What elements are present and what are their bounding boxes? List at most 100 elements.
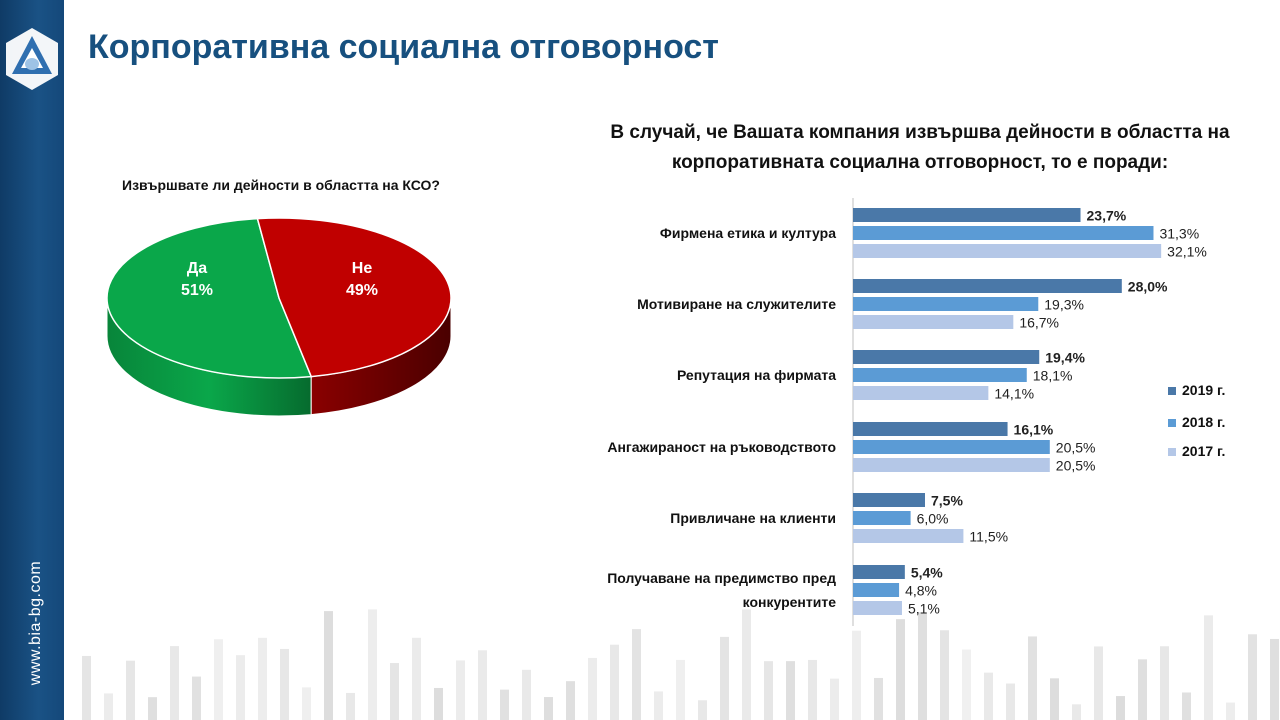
data-label-2019-cat-4: 7,5% [931,493,963,509]
decorative-bar [742,609,751,720]
bar-2018-cat-0 [853,226,1154,240]
decorative-bar [962,649,971,720]
legend-2018: 2018 г. [1168,412,1225,432]
data-label-2018-cat-5: 4,8% [905,583,937,599]
decorative-bar [346,692,355,720]
decorative-bar [808,659,817,720]
data-label-2019-cat-0: 23,7% [1087,208,1127,224]
bar-2019-cat-2 [853,350,1040,364]
decorative-bar [1138,659,1147,720]
legend-swatch-2019 [1168,387,1176,396]
legend-label-2019: 2019 г. [1182,382,1226,398]
decorative-bar [610,644,619,720]
sidebar: www.bia-bg.com [0,0,64,720]
decorative-bar [1226,702,1235,720]
decorative-bar [720,636,729,720]
decorative-bar [170,646,179,720]
pie-slice-label-no: Не 49% [345,260,379,299]
bar-2017-cat-5 [853,601,902,615]
decorative-bar [698,700,707,720]
decorative-bar [412,637,421,720]
bia-logo-icon [6,28,58,90]
decorative-bar [390,663,399,720]
legend-2017: 2017 г. [1168,441,1225,461]
decorative-bar [456,660,465,720]
decorative-bar [1182,692,1191,720]
decorative-bar [148,697,157,720]
decorative-bar [1072,704,1081,720]
decorative-bar [632,629,641,720]
decorative-bar [82,655,91,720]
pie-chart [106,217,452,417]
pie-slice-label-yes: Да 51% [180,260,214,299]
category-label-5: конкурентите [743,594,837,610]
data-label-2018-cat-2: 18,1% [1033,368,1073,384]
decorative-bar [544,697,553,720]
decorative-bar [940,630,949,720]
legend-label-2017: 2017 г. [1182,443,1226,459]
decorative-bar [500,689,509,720]
category-label-2: Репутация на фирмата [677,367,836,383]
data-label-2019-cat-3: 16,1% [1014,422,1054,438]
decorative-bar [214,639,223,720]
data-label-2017-cat-2: 14,1% [994,386,1034,402]
decorative-bar [280,648,289,720]
decorative-bar [984,672,993,720]
data-label-2017-cat-5: 5,1% [908,601,940,617]
bar-2019-cat-0 [853,208,1081,222]
data-label-2017-cat-0: 32,1% [1167,244,1207,260]
decorative-bar [302,687,311,720]
decorative-bar [236,655,245,720]
decorative-bar [566,681,575,720]
decorative-bar [126,660,135,720]
bar-2019-cat-4 [853,493,925,507]
bar-2018-cat-1 [853,297,1039,311]
decorative-bar [192,676,201,720]
decorative-bar [852,630,861,720]
decorative-bar [830,678,839,720]
bar-2019-cat-5 [853,565,905,579]
category-label-4: Привличане на клиенти [670,510,836,526]
decorative-bar [1248,634,1257,720]
decorative-bar [1050,678,1059,720]
bar-2018-cat-4 [853,511,911,525]
data-label-2019-cat-1: 28,0% [1128,279,1168,295]
data-label-2018-cat-1: 19,3% [1044,297,1084,313]
bar-2018-cat-2 [853,368,1027,382]
decorative-bar [896,619,905,720]
decorative-bar [918,612,927,720]
decorative-bar [588,657,597,720]
category-label-0: Фирмена етика и култура [660,225,836,241]
data-label-2019-cat-2: 19,4% [1045,350,1085,366]
decorative-bar [104,693,113,720]
decorative-bar [434,687,443,720]
decorative-bar [368,609,377,720]
decorative-bar [1116,696,1125,720]
decorative-bar [654,691,663,720]
pie-slice-yes [106,217,313,379]
data-label-2019-cat-5: 5,4% [911,565,943,581]
legend-2019: 2019 г. [1168,380,1225,400]
bar-2017-cat-1 [853,315,1014,329]
bar-chart-title: В случай, че Вашата компания извършва де… [610,122,1230,173]
decorative-bar [1028,636,1037,720]
decorative-bar [1270,638,1279,720]
category-label-5: Получаване на предимство пред [607,570,836,586]
bar-2019-cat-1 [853,279,1122,293]
bar-2019-cat-3 [853,422,1008,436]
decorative-bar [522,669,531,720]
bar-2017-cat-4 [853,529,964,543]
data-label-2018-cat-4: 6,0% [917,511,949,527]
bar-2018-cat-3 [853,440,1050,454]
legend-label-2018: 2018 г. [1182,414,1226,430]
decorative-bar [1204,615,1213,720]
decorative-bar [1160,646,1169,720]
bar-2017-cat-2 [853,386,989,400]
decorative-bar [258,637,267,720]
decorative-bars-background [82,609,1279,720]
data-label-2018-cat-3: 20,5% [1056,440,1096,456]
decorative-bar [676,659,685,720]
legend-swatch-2018 [1168,419,1176,428]
category-label-1: Мотивиране на служителите [637,296,836,312]
decorative-bar [1094,646,1103,720]
